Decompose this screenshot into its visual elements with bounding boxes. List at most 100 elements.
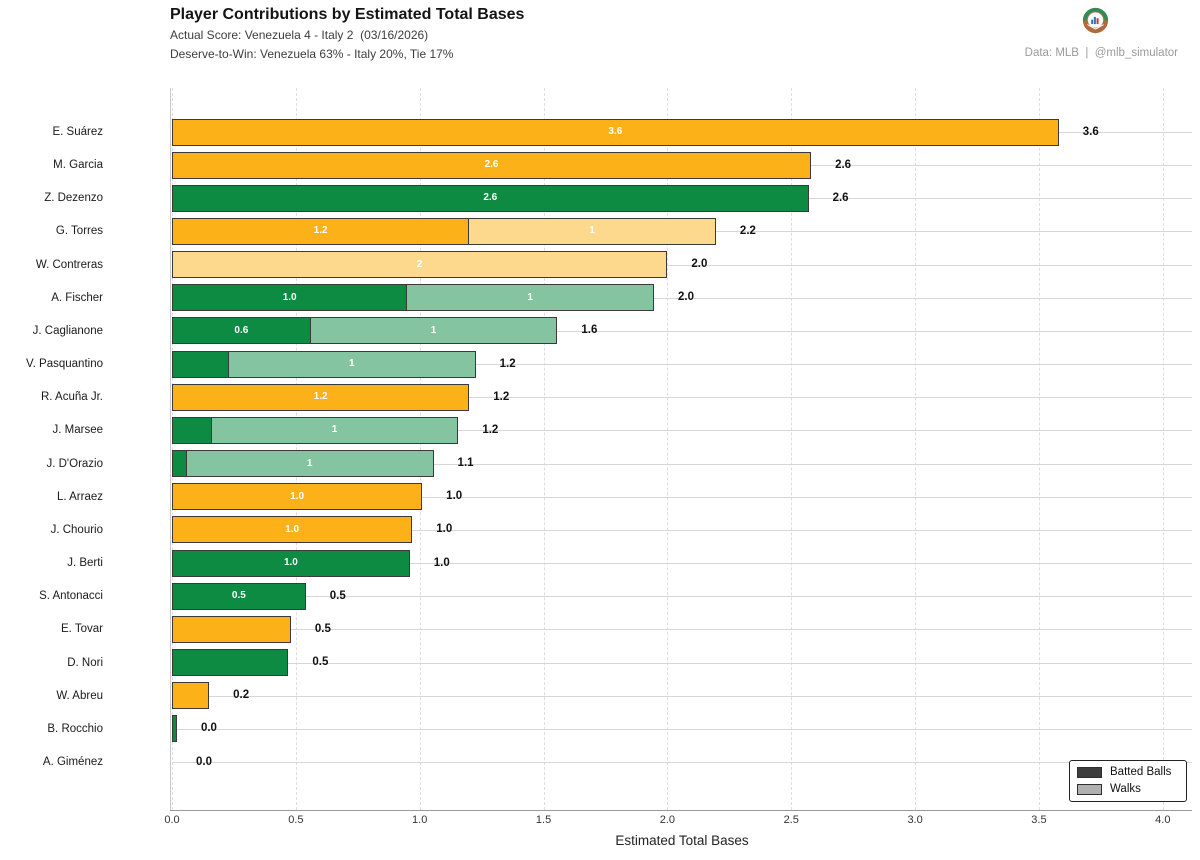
row-gridline <box>172 264 1192 266</box>
bar-row: 1 1.1 <box>172 450 474 478</box>
x-gridline <box>1038 88 1040 810</box>
bar-segment-walks: 2 <box>172 251 668 279</box>
total-value-label: 0.5 <box>314 622 331 635</box>
x-gridline <box>915 88 917 810</box>
legend-entry: Batted Balls <box>1077 766 1179 779</box>
segment-value-label: 1 <box>331 424 338 436</box>
bar-segment-walks: 1 <box>185 450 434 478</box>
x-tick-label: 2.0 <box>659 814 676 826</box>
total-value-label: 1.0 <box>446 490 463 503</box>
player-name: A. Fischer <box>51 291 103 304</box>
total-value-label: 0.5 <box>312 656 329 669</box>
x-tick-label: 1.5 <box>535 814 552 826</box>
player-name: G. Torres <box>55 225 103 238</box>
player-name: S. Antonacci <box>39 590 103 603</box>
segment-value-label: 2 <box>416 258 423 270</box>
x-axis-title: Estimated Total Bases <box>615 833 749 848</box>
bar-row: 2 2.0 <box>172 251 707 279</box>
bar-row: 1.0 1.0 <box>172 516 452 544</box>
x-tick-label: 4.0 <box>1155 814 1171 826</box>
x-gridline <box>419 88 421 810</box>
row-gridline <box>172 463 1192 465</box>
legend-label: Batted Balls <box>1110 766 1172 778</box>
segment-value-label: 2.6 <box>484 159 499 171</box>
segment-value-label: 1.2 <box>313 225 328 237</box>
x-gridline <box>172 88 173 810</box>
bar-segment-batted-balls: 1.0 <box>172 483 423 511</box>
player-name: B. Rocchio <box>47 722 103 735</box>
legend-swatch <box>1077 784 1102 795</box>
x-gridline <box>667 88 669 810</box>
bar-segment-batted-balls: 1.2 <box>172 217 470 245</box>
legend-label: Walks <box>1110 783 1141 795</box>
row-gridline <box>172 297 1192 299</box>
bar-row: 1.0 1 2.0 <box>172 284 694 312</box>
player-name: E. Suárez <box>52 126 104 138</box>
bar-row: 0.2 <box>172 682 249 710</box>
row-gridline <box>172 762 1192 764</box>
bar-segment-batted-balls: 2.6 <box>172 184 809 212</box>
x-tick-label: 1.0 <box>412 814 428 826</box>
data-credit: Data: MLB | @mlb_simulator <box>1024 47 1178 59</box>
player-name: A. Giménez <box>42 756 103 769</box>
bar-segment-batted-balls <box>172 649 289 677</box>
total-value-label: 1.2 <box>493 390 510 403</box>
bar-segment-walks: 1 <box>468 217 716 245</box>
row-gridline <box>172 397 1192 399</box>
segment-value-label: 1 <box>430 324 437 336</box>
row-gridline <box>172 596 1192 598</box>
x-tick-label: 3.0 <box>907 814 923 826</box>
bar-row: 1 1.2 <box>172 416 498 444</box>
bar-segment-batted-balls <box>172 715 177 743</box>
legend-entry: Walks <box>1077 783 1179 796</box>
segment-value-label: 1.0 <box>283 557 298 569</box>
bar-row: 1.0 1.0 <box>172 549 450 577</box>
bar-segment-batted-balls <box>172 450 187 478</box>
bar-row: 0.0 <box>172 749 212 776</box>
bar-segment-batted-balls: 1.2 <box>172 383 470 411</box>
segment-value-label: 1 <box>527 291 533 303</box>
segment-value-label: 1.0 <box>282 291 297 303</box>
row-gridline <box>172 496 1192 498</box>
bar-row: 1.2 1 2.2 <box>172 217 756 245</box>
total-value-label: 0.0 <box>200 722 217 735</box>
row-gridline <box>172 662 1192 664</box>
row-gridline <box>172 695 1192 697</box>
total-value-label: 0.5 <box>329 589 346 602</box>
x-gridline <box>295 88 297 810</box>
bar-row: 0.5 <box>172 649 329 677</box>
y-axis-spine <box>170 88 171 810</box>
player-name: J. D'Orazio <box>46 457 103 470</box>
x-axis-spine <box>170 810 1192 811</box>
bar-segment-batted-balls: 1.0 <box>172 284 408 312</box>
x-gridline <box>791 88 793 810</box>
total-value-label: 1.0 <box>433 556 450 569</box>
legend: Batted Balls Walks <box>1069 760 1187 802</box>
x-tick-label: 3.5 <box>1031 814 1047 826</box>
plot-area: 3.6 3.6 2.6 2.6 2.6 2.6 1.2 1 2.2 2 2.0 1.0 1 2.0 0.6 1… <box>164 88 1192 826</box>
player-name: J. Berti <box>67 557 103 570</box>
total-value-label: 2.2 <box>739 224 756 237</box>
bar-row: 0.6 1 1.6 <box>172 317 597 345</box>
row-gridline <box>172 629 1192 631</box>
row-gridline <box>172 563 1192 565</box>
bar-segment-batted-balls <box>172 615 291 643</box>
segment-value-label: 1 <box>589 225 595 237</box>
total-value-label: 2.0 <box>678 291 694 304</box>
subtitle-actual-score: Actual Score: Venezuela 4 - Italy 2 (03/… <box>170 28 429 42</box>
bar-row: 2.6 2.6 <box>172 151 851 179</box>
segment-value-label: 0.6 <box>234 324 249 336</box>
x-tick-label: 0.5 <box>288 814 304 826</box>
bar-row: 0.5 <box>172 615 331 643</box>
bar-segment-batted-balls: 1.0 <box>172 549 410 577</box>
x-gridline <box>543 88 545 810</box>
mlb-simulator-logo-icon <box>1082 7 1109 34</box>
segment-value-label: 0.5 <box>231 590 246 602</box>
bar-segment-batted-balls: 3.6 <box>172 118 1059 146</box>
bar-segment-batted-balls: 0.5 <box>172 582 306 610</box>
segment-value-label: 3.6 <box>608 126 623 137</box>
bar-row: 2.6 2.6 <box>172 184 849 212</box>
player-name: V. Pasquantino <box>26 358 103 371</box>
row-gridline <box>172 529 1192 531</box>
